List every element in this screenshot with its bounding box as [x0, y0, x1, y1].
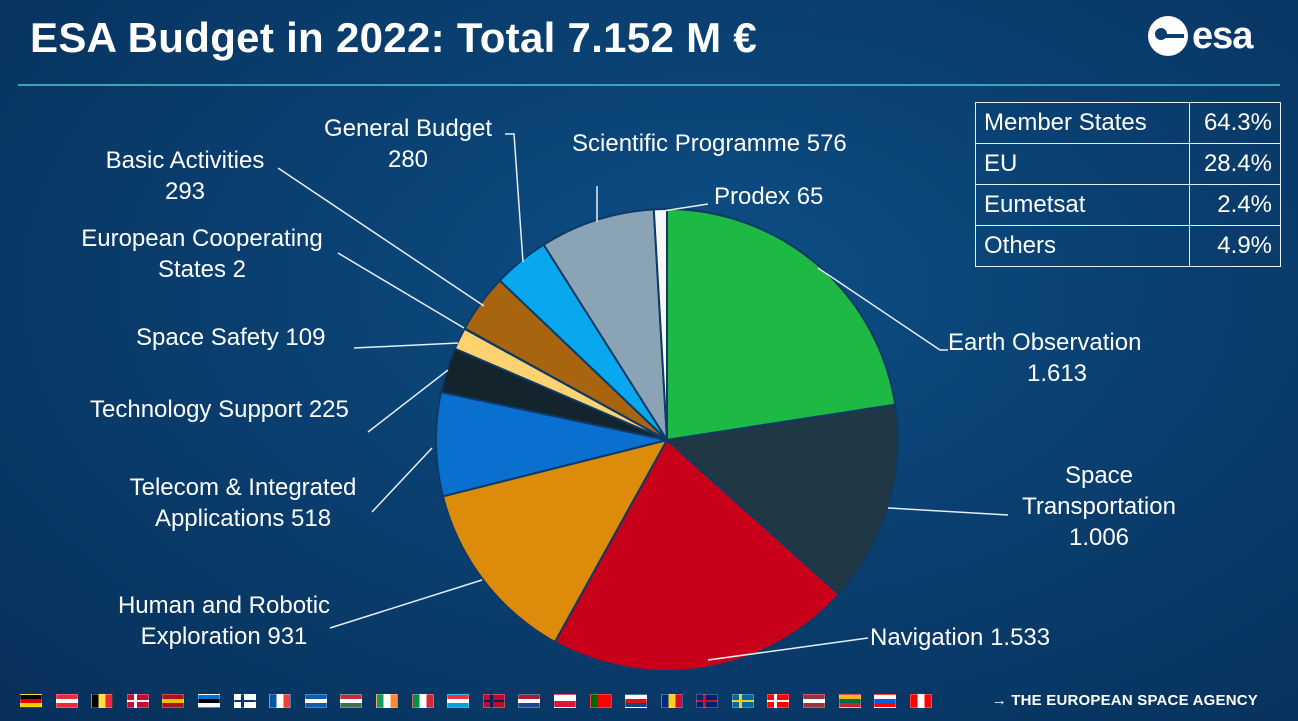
- label-human-robotic-line2: Exploration 931: [140, 623, 308, 650]
- flag-luxembourg-icon: [447, 694, 470, 708]
- label-space-transportation-line2: Transportation: [1022, 493, 1176, 520]
- label-general-budget-value: 280: [387, 146, 429, 173]
- label-basic-activities: Basic Activities 293: [90, 145, 280, 207]
- flag-czechia-icon: [625, 694, 648, 708]
- leader-european-cooperating: [337, 252, 465, 329]
- pie-slice-telecom-integrated-applications: [435, 390, 668, 498]
- flag-hungary-icon: [340, 694, 363, 708]
- flag-belgium-icon: [91, 694, 114, 708]
- leader-basic-activities: [277, 167, 485, 307]
- pie-slice-navigation: [553, 438, 841, 672]
- label-navigation: Navigation 1.533: [870, 624, 1051, 651]
- flag-romania-icon: [660, 694, 683, 708]
- flag-italy-icon: [411, 694, 434, 708]
- flag-canada-icon: [909, 694, 932, 708]
- pie-slice-earth-observation: [666, 207, 897, 442]
- label-european-cooperating-line2: States 2: [157, 256, 247, 283]
- label-telecom-line2: Applications 518: [154, 505, 332, 532]
- label-general-budget: General Budget 280: [310, 113, 506, 175]
- leader-general-budget: [505, 133, 524, 263]
- label-prodex: Prodex 65: [714, 183, 824, 210]
- page-title: ESA Budget in 2022: Total 7.152 M €: [30, 14, 758, 61]
- flag-greece-icon: [304, 694, 327, 708]
- label-technology-support: Technology Support 225: [90, 396, 349, 423]
- table-row: Member States 64.3%: [975, 102, 1281, 144]
- table-row: Eumetsat 2.4%: [975, 184, 1281, 226]
- label-earth-observation: Earth Observation 1.613: [948, 327, 1166, 389]
- flag-slovenia-icon: [874, 694, 897, 708]
- label-basic-activities-line1: Basic Activities: [105, 147, 265, 174]
- label-earth-observation-value: 1.613: [1026, 360, 1088, 387]
- funding-sources-table: Member States 64.3% EU 28.4% Eumetsat 2.…: [975, 102, 1281, 267]
- leader-human-robotic: [329, 579, 483, 629]
- funding-share-cell: 28.4%: [1189, 143, 1281, 185]
- agency-tagline: → THE EUROPEAN SPACE AGENCY: [991, 692, 1258, 709]
- funding-source-cell: Others: [975, 225, 1190, 267]
- pie-slice-prodex: [652, 207, 668, 441]
- funding-share-cell: 4.9%: [1189, 225, 1281, 267]
- leader-prodex: [662, 203, 709, 212]
- flag-poland-icon: [553, 694, 576, 708]
- label-telecom-line1: Telecom & Integrated: [129, 474, 357, 501]
- leader-telecom: [371, 447, 433, 513]
- esa-logo-text: esa: [1192, 14, 1253, 57]
- leader-navigation: [707, 637, 869, 661]
- table-row: Others 4.9%: [975, 225, 1281, 267]
- funding-source-cell: Eumetsat: [975, 184, 1190, 226]
- flag-ireland-icon: [375, 694, 398, 708]
- leader-technology-support: [367, 369, 449, 433]
- flag-finland-icon: [233, 694, 256, 708]
- leader-space-transportation: [887, 507, 1009, 516]
- label-scientific-programme: Scientific Programme 576: [572, 130, 847, 157]
- label-space-transportation: Space Transportation 1.006: [1010, 460, 1188, 553]
- label-space-transportation-line1: Space: [1064, 462, 1134, 489]
- pie-slice-human-and-robotic-exploration: [441, 438, 669, 644]
- flag-austria-icon: [55, 694, 78, 708]
- flag-norway-icon: [482, 694, 505, 708]
- label-human-robotic-line1: Human and Robotic: [117, 592, 331, 619]
- esa-logo-mark-icon: [1148, 16, 1188, 56]
- label-human-robotic: Human and Robotic Exploration 931: [100, 590, 348, 652]
- label-telecom: Telecom & Integrated Applications 518: [112, 472, 374, 534]
- funding-source-cell: EU: [975, 143, 1190, 185]
- funding-source-cell: Member States: [975, 102, 1190, 144]
- flag-france-icon: [269, 694, 292, 708]
- flag-latvia-icon: [803, 694, 826, 708]
- flag-denmark-icon: [126, 694, 149, 708]
- flag-estonia-icon: [197, 694, 220, 708]
- leader-space-safety: [353, 342, 459, 349]
- label-space-safety: Space Safety 109: [136, 324, 326, 351]
- label-earth-observation-name: Earth Observation: [948, 329, 1142, 356]
- label-basic-activities-value: 293: [164, 178, 206, 205]
- esa-logo: esa: [1148, 12, 1253, 60]
- label-space-transportation-value: 1.006: [1068, 524, 1130, 551]
- flag-netherlands-icon: [518, 694, 541, 708]
- funding-share-cell: 2.4%: [1189, 184, 1281, 226]
- label-european-cooperating-line1: European Cooperating: [81, 225, 323, 252]
- member-state-flags: [20, 694, 945, 708]
- leader-earth-observation: [817, 267, 948, 351]
- flag-lithuania-icon: [838, 694, 861, 708]
- funding-share-cell: 64.3%: [1189, 102, 1281, 144]
- flag-germany-icon: [20, 694, 42, 708]
- flag-portugal-icon: [589, 694, 612, 708]
- pie-slice-space-transportation: [664, 403, 899, 596]
- label-general-budget-line1: General Budget: [323, 115, 493, 142]
- flag-united-kingdom-icon: [696, 694, 719, 708]
- flag-sweden-icon: [731, 694, 754, 708]
- title-divider: [18, 84, 1280, 86]
- table-row: EU 28.4%: [975, 143, 1281, 185]
- flag-spain-icon: [162, 694, 185, 708]
- label-european-cooperating: European Cooperating States 2: [62, 223, 342, 285]
- flag-switzerland-icon: [767, 694, 790, 708]
